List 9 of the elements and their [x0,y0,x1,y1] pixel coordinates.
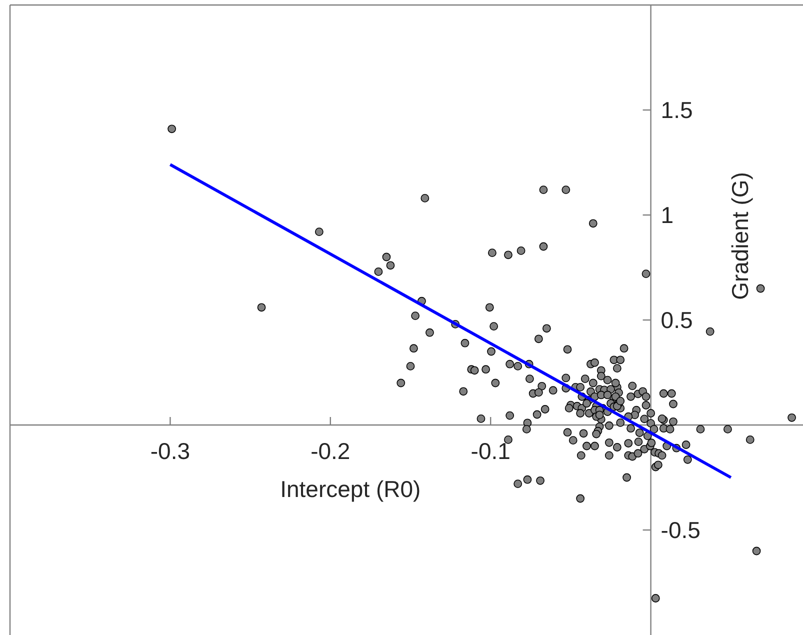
x-tick-label: -0.2 [310,438,350,464]
y-tick-label: 0.5 [660,307,693,334]
y-tick-label: 1 [660,202,674,228]
x-axis-title: Intercept (R0) [280,476,421,502]
y-tick-label: 1.5 [660,97,693,124]
x-tick-label: -0.1 [470,438,510,464]
x-tick-label: -0.3 [150,438,190,464]
y-tick-label: -0.5 [660,517,700,544]
y-axis-title: Gradient (G) [726,172,753,300]
